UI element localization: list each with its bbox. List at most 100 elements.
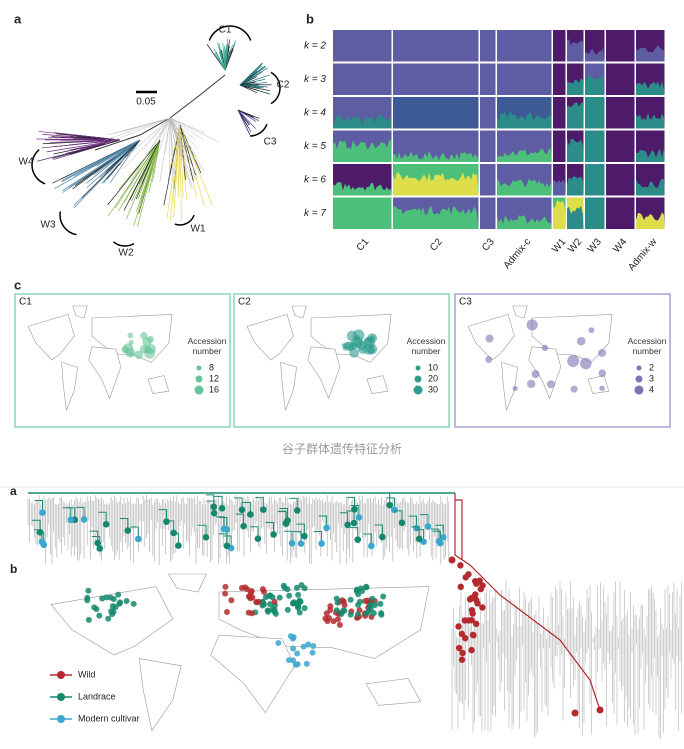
map-title: C1 — [19, 297, 32, 308]
tree-branch — [169, 117, 199, 159]
legend-value: 2 — [649, 362, 654, 372]
tree-branch — [239, 84, 258, 94]
legend-title: Accession number — [187, 336, 227, 356]
map-title: C3 — [459, 297, 472, 308]
group-label: C3 — [480, 236, 497, 253]
accession-dot — [334, 599, 341, 606]
accession-dot — [261, 601, 268, 608]
accession-dot — [242, 584, 249, 591]
group-label: C1 — [355, 236, 372, 253]
tree-branch — [152, 139, 161, 183]
tree-branch — [218, 48, 226, 71]
legend-symbol — [635, 375, 643, 383]
legend-value: 16 — [209, 384, 219, 394]
clade-bracket — [31, 149, 46, 185]
legend-symbol — [57, 671, 65, 679]
k-label: k = 5 — [304, 141, 326, 152]
tree-branch — [169, 117, 205, 171]
tree-branch — [169, 117, 197, 141]
ancestry-block — [606, 30, 635, 62]
accession-dot — [295, 604, 302, 611]
ancestry-block — [480, 97, 496, 129]
accession-dot — [379, 533, 386, 541]
k-label: k = 4 — [304, 107, 326, 118]
clade-label: W4 — [19, 157, 34, 168]
ancestry-block — [585, 47, 605, 62]
legend-label: Wild — [78, 669, 96, 679]
legend-value: 3 — [649, 373, 654, 383]
map-land — [147, 375, 170, 394]
wild-dot — [457, 583, 464, 591]
ancestry-block — [585, 197, 605, 229]
accession-dot — [134, 350, 144, 360]
tree-branch — [169, 117, 176, 182]
accession-dot — [222, 590, 229, 597]
tree-branch — [169, 117, 205, 133]
ancestry-block — [333, 63, 392, 95]
accession-dot — [275, 639, 282, 646]
map-land — [280, 361, 297, 411]
accession-dot — [366, 336, 372, 342]
accession-dot — [271, 598, 278, 605]
landrace-branch — [130, 526, 139, 539]
accession-dot — [567, 355, 580, 367]
ancestry-block — [393, 151, 479, 162]
group-label: W4 — [611, 236, 629, 255]
landrace-branch — [62, 507, 72, 520]
accession-dot — [128, 351, 134, 357]
accession-dot — [531, 370, 540, 379]
legend-value: 10 — [428, 362, 438, 372]
landrace-branch — [34, 500, 43, 513]
accession-dot — [259, 586, 266, 593]
accession-dot — [140, 332, 148, 340]
accession-dot — [485, 356, 493, 363]
accession-dot — [512, 385, 518, 392]
landrace-branch — [296, 523, 305, 537]
tree-branch — [168, 124, 181, 171]
ancestry-block — [585, 164, 605, 196]
landrace-branch — [218, 533, 228, 546]
wild-dot — [459, 649, 466, 657]
tree-branch — [169, 117, 174, 188]
tree-branch — [237, 109, 256, 129]
landrace-branch — [386, 497, 395, 510]
accession-dot — [293, 584, 300, 591]
accession-dot — [350, 519, 358, 527]
accession-dot — [265, 608, 272, 615]
accession-dot — [334, 616, 341, 623]
legend-symbol — [57, 693, 65, 701]
accession-dot — [301, 532, 308, 540]
accession-dot — [117, 599, 124, 606]
accession-dot — [282, 520, 290, 527]
accession-dot — [355, 334, 360, 340]
accession-dot — [344, 341, 355, 352]
tree-branch — [169, 117, 171, 179]
tree-branch — [52, 139, 121, 159]
accession-dot — [485, 334, 494, 343]
accession-dot — [112, 603, 119, 610]
accession-dot — [347, 611, 354, 618]
legend-title: Accession number — [627, 336, 667, 356]
accession-dot — [353, 588, 360, 595]
wild-dot — [458, 656, 466, 663]
legend-value: 20 — [428, 373, 438, 383]
landrace-branch — [339, 512, 349, 525]
accession-dot — [599, 385, 605, 391]
ancestry-block — [567, 205, 584, 229]
accession-dot — [281, 584, 288, 591]
accession-dot — [293, 507, 301, 514]
ancestry-block — [393, 205, 479, 229]
landrace-branch — [235, 513, 245, 527]
group-label: W3 — [586, 236, 604, 255]
k-label: k = 3 — [304, 74, 326, 85]
accession-dot — [294, 661, 301, 668]
accession-dot — [598, 369, 607, 377]
clade-bracket — [112, 241, 135, 247]
landrace-branch — [197, 524, 207, 538]
panel-label: a — [14, 11, 22, 26]
wild-dot — [473, 580, 480, 587]
landrace-branch — [419, 514, 429, 527]
accession-dot — [424, 523, 432, 530]
tree-branch — [224, 44, 233, 71]
ancestry-block — [393, 172, 479, 196]
